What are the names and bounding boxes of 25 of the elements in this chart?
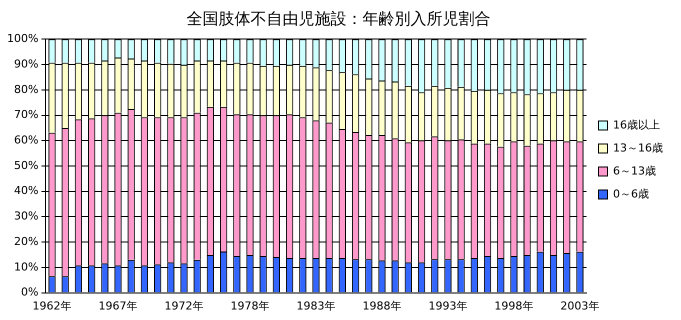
legend-label: 16歳以上 (613, 118, 660, 132)
x-tick-label: 1967年 (98, 299, 138, 312)
x-tick-label: 1983年 (296, 299, 336, 312)
y-tick-label: 20% (14, 234, 38, 248)
x-tick-label: 1962年 (32, 299, 72, 312)
legend-label: 6～13歳 (613, 164, 656, 178)
y-tick-label: 30% (14, 210, 38, 223)
x-tick-label: 1972年 (164, 299, 204, 312)
x-tick-label: 1993年 (428, 299, 468, 312)
x-tick-label: 1988年 (362, 299, 402, 312)
x-tick-label: 1978年 (230, 299, 270, 312)
x-tick-label: 1998年 (494, 299, 534, 312)
y-tick-label: 60% (14, 134, 38, 146)
y-tick-label: 10% (14, 260, 38, 274)
chart-title: 全国肢体不自由児施設：年齢別入所児割合 (186, 8, 490, 28)
y-tick-label: 100% (6, 32, 38, 46)
y-tick-label: 90% (14, 57, 38, 70)
x-tick-label: 2003年 (560, 299, 600, 312)
legend-label: 0～6歳 (613, 187, 650, 200)
y-tick-label: 80% (14, 82, 38, 96)
y-tick-label: 50% (14, 158, 38, 172)
y-tick-label: 40% (14, 184, 38, 198)
y-tick-label: 70% (14, 108, 38, 122)
legend-label: 13～16歳 (613, 141, 664, 154)
y-tick-label: 0% (20, 286, 38, 299)
